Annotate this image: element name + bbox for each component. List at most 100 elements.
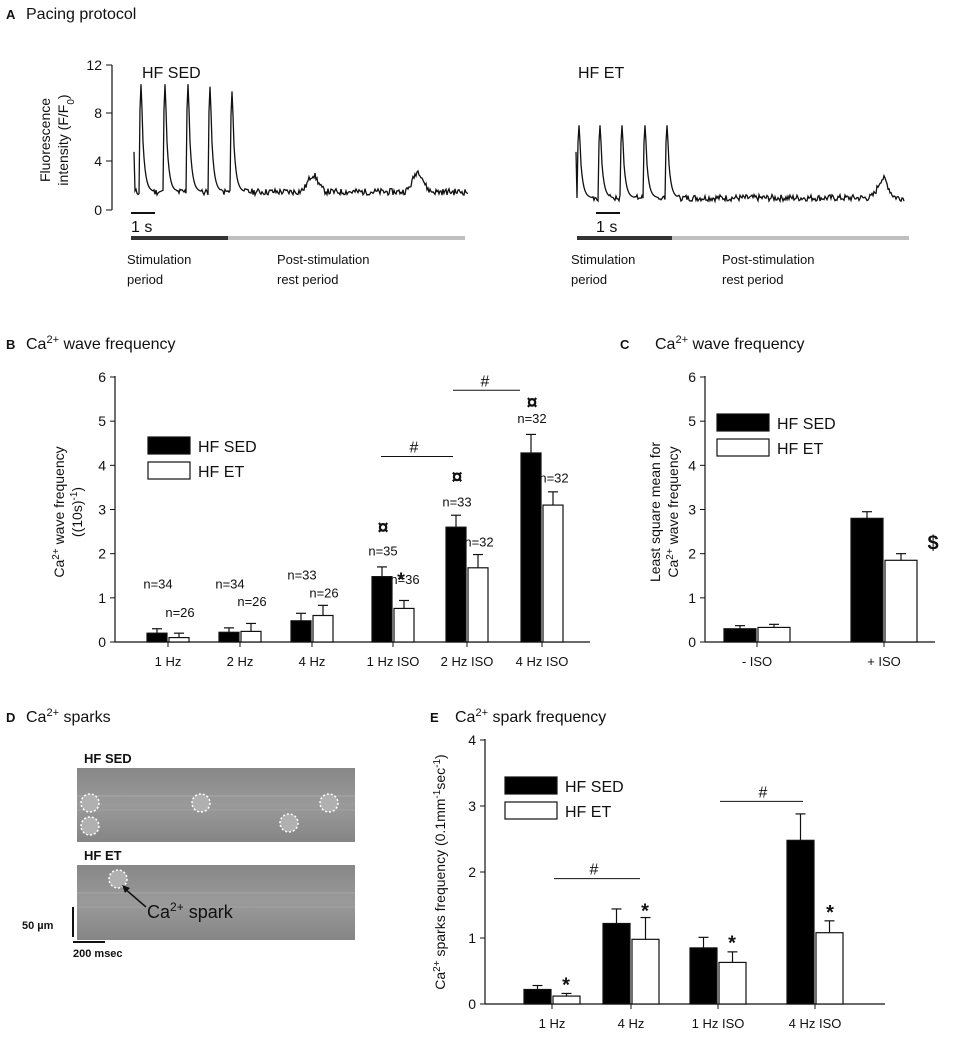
scale-vertical-label: 50 µm [22,920,54,932]
significance-star: * [728,932,736,954]
panel-a-y-axis: 0 4 8 12 [86,57,113,218]
chart-e: 0 1 2 3 4 1 Hz 4 Hz 1 Hz ISO 4 Hz ISO HF SED HF ET… [468,732,885,1031]
y-tick-label: 6 [688,369,696,385]
panel-a-right-scalebar: 1 s [596,212,620,236]
significance-star: * [397,570,405,592]
n-label: n=36 [390,572,419,587]
y-tick-label: 2 [688,546,696,562]
y-tick-label: 3 [468,798,476,814]
y-tick-label: 2 [98,546,106,562]
n-label: n=32 [517,411,546,426]
bar-hf-sed [723,628,757,643]
significance-star: * [826,902,834,924]
stim-label-line1: Stimulation [127,252,191,267]
legend-swatch [504,776,558,795]
post-label-line1: Post-stimulation [277,252,369,267]
x-tick-label: 2 Hz [227,654,254,669]
spark-marker [279,813,299,833]
bar-hf-et [467,567,489,643]
linescan-hf-et: Ca2+ spark [77,865,355,940]
significance-currency: ¤ [451,466,462,488]
legend-swatch [716,413,770,432]
legend-swatch [504,801,558,820]
x-tick-label: 1 Hz ISO [367,654,420,669]
bar-hf-et [884,559,918,643]
panel-a-ylabel-line1: Fluorescence [37,98,53,182]
chart-e-ylabel: Ca2+ sparks frequency (0.1mm-1sec-1) [432,754,449,989]
y-tick-label: 5 [688,413,696,429]
panel-a-ytick: 12 [86,57,102,73]
spark-marker [319,793,339,813]
scale-horizontal-label: 200 msec [73,948,123,960]
x-tick-label: 4 Hz [299,654,326,669]
n-label: n=32 [539,470,568,485]
legend-label: HF ET [565,804,611,821]
x-tick-label: 1 Hz [539,1016,566,1031]
legend-swatch [716,438,770,457]
chart-c-ylabel-line2: Ca2+ wave frequency [665,446,682,577]
significance-hash: # [410,440,419,457]
x-tick-label: 1 Hz ISO [692,1016,745,1031]
legend-label: HF SED [565,779,624,796]
panel-a-label: A [6,7,16,22]
chart-b-ylabel-line1: Ca2+ wave frequency [51,446,68,577]
n-label: n=35 [368,543,397,558]
panel-d-label: D [6,710,15,725]
bar-hf-et [631,938,660,1005]
trace-hf-et [575,125,905,204]
significance-hash: # [590,862,599,879]
y-tick-label: 1 [98,590,106,606]
bar-hf-et [718,961,747,1005]
n-label: n=33 [442,495,471,510]
bar-hf-sed [290,620,312,643]
n-label: n=26 [237,594,266,609]
chart-b: 0 1 2 3 4 5 6 1 Hz 2 Hz 4 Hz 1 Hz ISO 2 Hz ISO 4 Hz … [98,369,590,669]
n-label: n=32 [464,534,493,549]
bar-hf-sed [786,839,815,1005]
panel-a-ylabel: Fluorescence intensity (F/F0) [37,94,77,185]
y-tick-label: 4 [468,732,476,748]
significance-dollar: $ [927,532,938,554]
chart-c: 0 1 2 3 4 5 6 - ISO + ISO HF SED HF ET $ [688,369,938,669]
chart-b-ylabel-line2: ((10s)-1) [69,487,86,537]
panel-a-left-group-label: HF SED [142,65,201,82]
y-tick-label: 3 [688,502,696,518]
stimulation-bar [131,236,228,240]
panel-c-title: Ca2+ wave frequency [655,334,805,353]
y-tick-label: 1 [688,590,696,606]
stimulation-bar [577,236,672,240]
trace-hf-sed [133,84,469,198]
post-label-line2: rest period [277,272,338,287]
bar-hf-et [542,504,564,643]
x-tick-label: - ISO [742,654,772,669]
y-tick-label: 6 [98,369,106,385]
panel-e-label: E [430,710,439,725]
spark-marker [108,869,128,889]
stim-label-line2: period [127,272,163,287]
spark-annotation: Ca2+ spark [147,900,234,922]
bar-hf-sed [371,576,393,643]
spark-marker [80,793,100,813]
spark-arrow [123,887,147,908]
x-tick-label: + ISO [867,654,901,669]
panel-d-bottom-label: HF ET [84,848,122,863]
panel-a-ytick: 4 [94,153,102,169]
panel-a-ytick: 8 [94,105,102,121]
y-tick-label: 3 [98,502,106,518]
panel-e-title: Ca2+ spark frequency [455,707,606,726]
significance-currency: ¤ [526,392,537,414]
bar-hf-sed [520,452,542,643]
y-tick-label: 0 [98,634,106,650]
bar-hf-et [312,614,334,643]
x-tick-label: 4 Hz [618,1016,645,1031]
y-tick-label: 4 [98,457,106,473]
y-tick-label: 0 [688,634,696,650]
bar-hf-et [552,995,581,1005]
bar-hf-et [757,626,791,643]
bar-hf-sed [146,632,168,643]
rest-bar [228,236,465,240]
legend-swatch [147,436,191,455]
legend-label: HF SED [777,416,836,433]
bar-hf-sed [445,526,467,643]
panel-a-title: Pacing protocol [26,6,136,23]
